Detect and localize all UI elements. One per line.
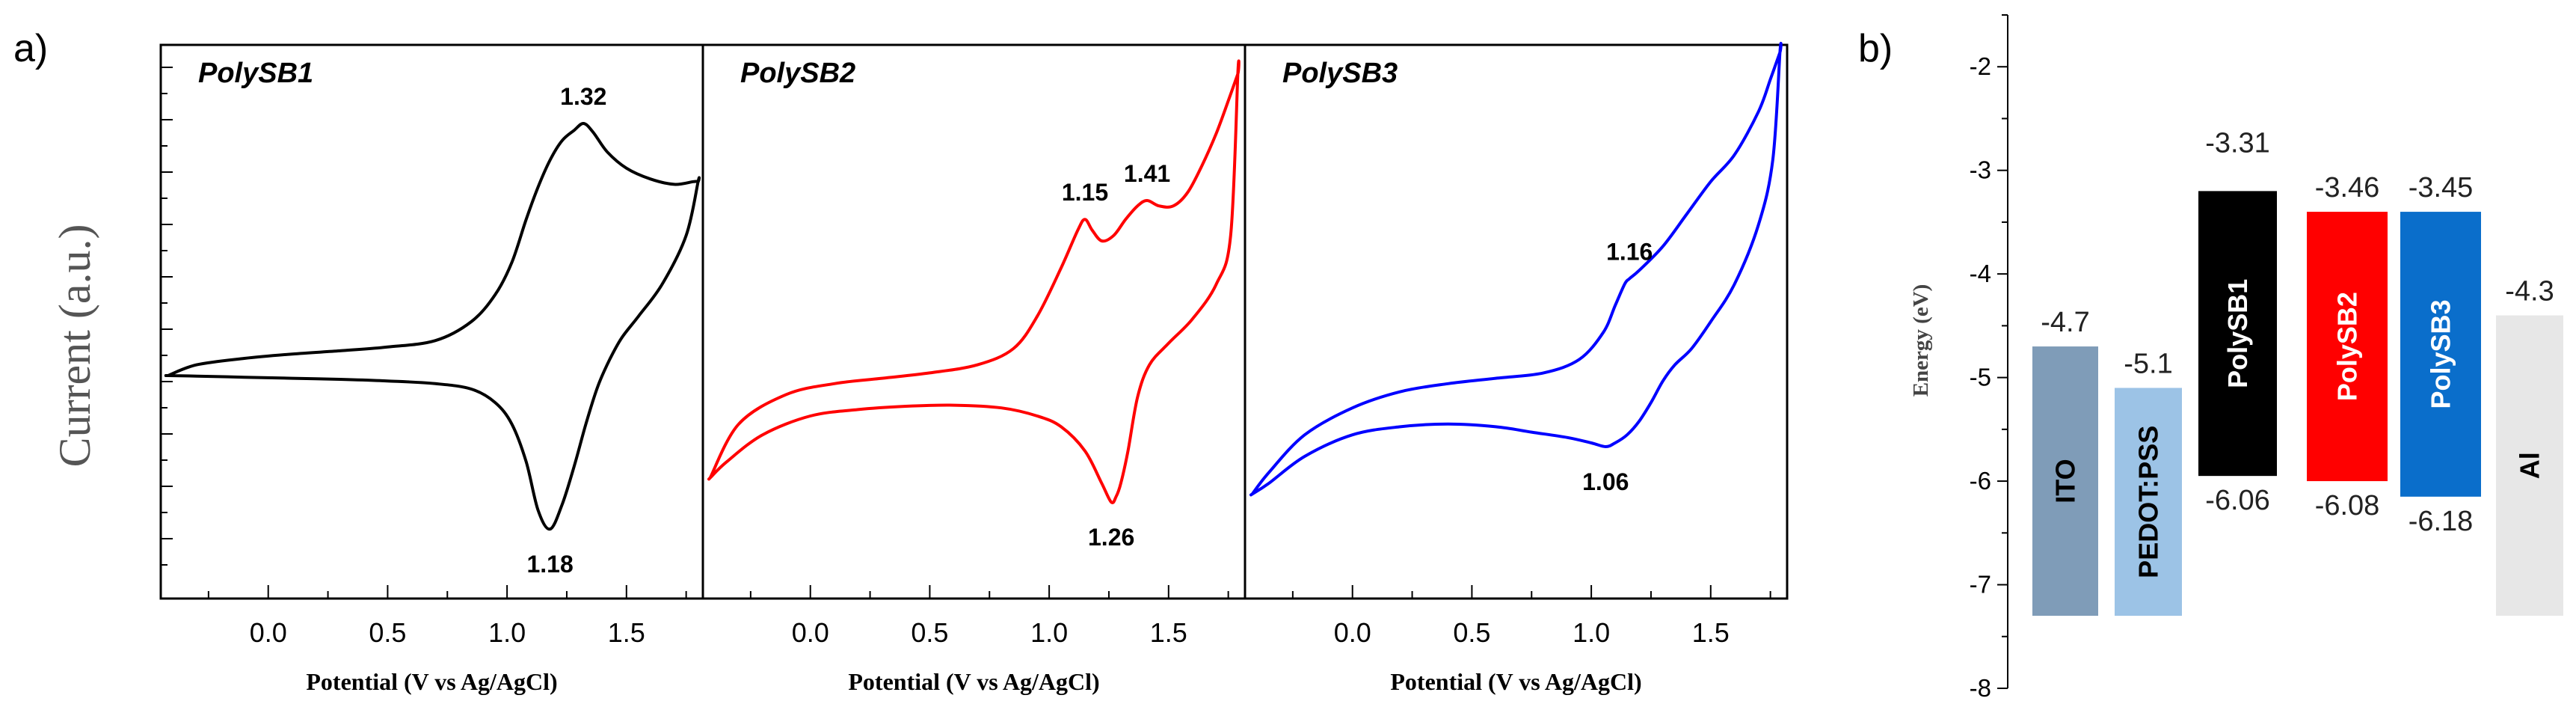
peak-label: 1.15 <box>1062 179 1108 206</box>
energy-tick-label: -5 <box>1970 364 1991 391</box>
peak-label: 1.18 <box>526 551 573 578</box>
bar-name: PolySB1 <box>2222 279 2253 388</box>
energy-bar-3: -3.31 -6.06 PolySB1 <box>2198 127 2277 516</box>
cv-curve <box>164 122 701 531</box>
x-tick-label: 1.5 <box>608 617 645 648</box>
energy-bar-rect <box>2115 388 2182 616</box>
homo-label: -3.46 <box>2315 172 2380 204</box>
energy-bar-rect <box>2400 212 2481 497</box>
x-axis-title: Potential (V vs Ag/AgCl) <box>848 668 1099 695</box>
homo-label: -3.31 <box>2205 127 2270 159</box>
bar-name: Al <box>2515 452 2545 479</box>
x-axis-title: Potential (V vs Ag/AgCl) <box>306 668 557 695</box>
bar-name: PolySB3 <box>2426 299 2456 409</box>
homo-label: -5.1 <box>2124 348 2172 379</box>
energy-bar-rect <box>2496 315 2563 616</box>
energy-tick-label: -8 <box>1970 674 1991 702</box>
homo-label: -3.45 <box>2409 172 2474 204</box>
x-tick-label: 0.0 <box>250 617 287 648</box>
energy-bar-rect <box>2198 191 2277 477</box>
energy-bar-rect <box>2307 212 2388 482</box>
homo-label: -4.7 <box>2041 307 2089 338</box>
peak-label: 1.26 <box>1088 524 1134 551</box>
peak-label: 1.06 <box>1582 468 1629 495</box>
x-tick-label: 0.5 <box>1453 617 1490 648</box>
homo-label: -4.3 <box>2505 276 2554 307</box>
lumo-label: -6.08 <box>2315 490 2380 521</box>
x-tick-label: 1.0 <box>1573 617 1610 648</box>
bar-name: PEDOT:PSS <box>2133 426 2164 578</box>
x-tick-label: 0.5 <box>369 617 406 648</box>
energy-tick-label: -4 <box>1970 260 1991 287</box>
peak-label: 1.41 <box>1124 160 1170 187</box>
lumo-label: -6.18 <box>2409 506 2474 537</box>
energy-bar-5: -3.45 -6.18 PolySB3 <box>2400 172 2481 537</box>
panel-b-label: b) <box>1858 27 1893 70</box>
energy-bar-6: -4.3 Al <box>2496 276 2563 616</box>
plot-frame <box>701 43 1246 600</box>
energy-bar-1: -4.7 ITO <box>2032 307 2098 616</box>
plot-frame <box>159 43 704 600</box>
cv-panel-1: 0.0 0.5 1.0 1.5 Potential (V vs Ag/AgCl) Poly… <box>159 43 704 695</box>
energy-bar-4: -3.46 -6.08 PolySB2 <box>2307 172 2388 521</box>
x-tick-label: 1.0 <box>1030 617 1068 648</box>
energy-tick-label: -6 <box>1970 467 1991 495</box>
energy-diagram: -2 -3 -4 -5 -6 -7 -8 Energy (eV) -4.7 ITO -5.1 PEDO… <box>1909 14 2563 702</box>
bar-name: ITO <box>2050 459 2081 503</box>
x-axis-title: Potential (V vs Ag/AgCl) <box>1390 668 1641 695</box>
x-tick-label: 1.0 <box>488 617 526 648</box>
cv-panels: 0.0 0.5 1.0 1.5 Potential (V vs Ag/AgCl) Poly… <box>159 41 1789 695</box>
x-tick-label: 0.5 <box>911 617 948 648</box>
panel-a-label: a) <box>13 27 48 70</box>
cv-title: PolySB1 <box>198 58 313 89</box>
cv-panel-3: 0.0 0.5 1.0 1.5 Potential (V vs Ag/AgCl) Poly… <box>1244 41 1789 695</box>
energy-axis-title: Energy (eV) <box>1909 284 1933 397</box>
cv-title: PolySB2 <box>740 58 855 89</box>
energy-tick-label: -2 <box>1970 52 1991 80</box>
cv-panel-2: 0.0 0.5 1.0 1.5 Potential (V vs Ag/AgCl) Poly… <box>701 43 1246 695</box>
energy-tick-label: -3 <box>1970 156 1991 184</box>
x-tick-label: 1.5 <box>1692 617 1730 648</box>
x-tick-label: 1.5 <box>1150 617 1187 648</box>
lumo-label: -6.06 <box>2205 485 2270 516</box>
energy-bar-2: -5.1 PEDOT:PSS <box>2115 348 2182 616</box>
peak-label: 1.32 <box>560 83 606 110</box>
cv-curve <box>1249 41 1783 497</box>
cv-ylabel: Current (a.u.) <box>50 224 99 468</box>
x-tick-label: 0.0 <box>1334 617 1371 648</box>
energy-tick-label: -7 <box>1970 571 1991 599</box>
x-tick-label: 0.0 <box>792 617 829 648</box>
cv-curve <box>707 59 1241 504</box>
plot-frame <box>1244 43 1789 600</box>
cv-title: PolySB3 <box>1282 58 1398 89</box>
energy-bar-rect <box>2032 346 2098 616</box>
peak-label: 1.16 <box>1606 238 1653 265</box>
bar-name: PolySB2 <box>2332 292 2363 401</box>
